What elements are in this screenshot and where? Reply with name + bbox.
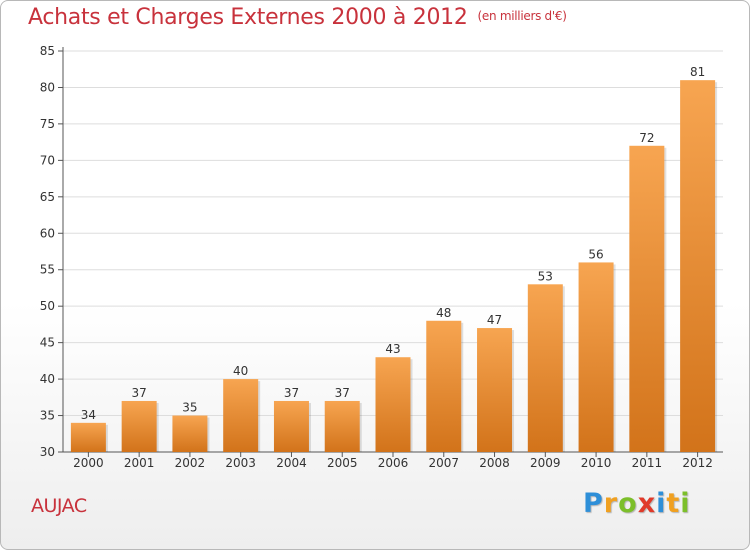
x-tick-label: 2000	[73, 456, 104, 470]
brand-letter: i	[680, 488, 691, 519]
y-tick-label: 70	[40, 153, 55, 167]
data-label: 81	[690, 65, 705, 79]
brand-letter: t	[666, 488, 681, 519]
bar	[70, 422, 106, 452]
y-tick-label: 35	[40, 409, 55, 423]
y-tick-label: 65	[40, 190, 55, 204]
bar	[426, 320, 462, 452]
data-label: 37	[284, 386, 299, 400]
y-tick-label: 75	[40, 117, 55, 131]
y-tick-label: 30	[40, 445, 55, 459]
bar	[273, 400, 309, 452]
proxiti-logo: Proxiti	[583, 488, 691, 519]
x-tick-label: 2005	[327, 456, 358, 470]
x-tick-label: 2004	[276, 456, 307, 470]
chart-title: Achats et Charges Externes 2000 à 2012 (e…	[28, 5, 567, 30]
data-label: 56	[588, 247, 603, 261]
chart-subtitle: (en milliers d'€)	[477, 9, 567, 23]
data-label: 34	[81, 408, 96, 422]
data-label: 37	[132, 386, 147, 400]
bar	[223, 379, 259, 452]
y-tick-label: 55	[40, 263, 55, 277]
chart-title-text: Achats et Charges Externes 2000 à 2012	[28, 5, 468, 30]
brand-letter: i	[656, 488, 667, 519]
data-label: 72	[639, 131, 654, 145]
y-tick-label: 50	[40, 299, 55, 313]
y-tick-label: 45	[40, 336, 55, 350]
x-tick-label: 2003	[225, 456, 256, 470]
bar	[527, 284, 563, 452]
bar	[375, 357, 411, 452]
brand-letter: P	[583, 488, 604, 519]
data-label: 40	[233, 364, 248, 378]
x-tick-label: 2009	[530, 456, 561, 470]
y-tick-label: 60	[40, 226, 55, 240]
x-tick-label: 2006	[378, 456, 409, 470]
bars	[70, 80, 718, 453]
x-tick-label: 2012	[682, 456, 713, 470]
y-tick-label: 40	[40, 372, 55, 386]
bar	[324, 400, 360, 452]
data-label: 43	[385, 342, 400, 356]
bar	[629, 145, 665, 453]
commune-name: AUJAC	[31, 495, 87, 517]
x-tick-label: 2002	[175, 456, 206, 470]
x-tick-label: 2010	[581, 456, 612, 470]
brand-letter: x	[637, 488, 657, 519]
bar	[680, 80, 716, 452]
data-label: 35	[182, 401, 197, 415]
data-label: 53	[538, 269, 553, 283]
bar	[578, 262, 614, 452]
x-tick-label: 2011	[632, 456, 663, 470]
bar	[121, 400, 157, 452]
brand-letter: r	[603, 488, 619, 519]
bar	[477, 328, 513, 452]
data-labels: 34 37 35 40 37 37 43 48 47 53 56 72 81	[81, 65, 706, 422]
x-tick-label: 2001	[124, 456, 155, 470]
brand-letter: o	[618, 488, 638, 519]
data-label: 37	[335, 386, 350, 400]
y-tick-label: 80	[40, 80, 55, 94]
data-label: 48	[436, 306, 451, 320]
y-tick-label: 85	[40, 44, 55, 58]
x-tick-label: 2008	[479, 456, 510, 470]
bar	[172, 415, 208, 452]
data-label: 47	[487, 313, 502, 327]
x-tick-label: 2007	[428, 456, 459, 470]
